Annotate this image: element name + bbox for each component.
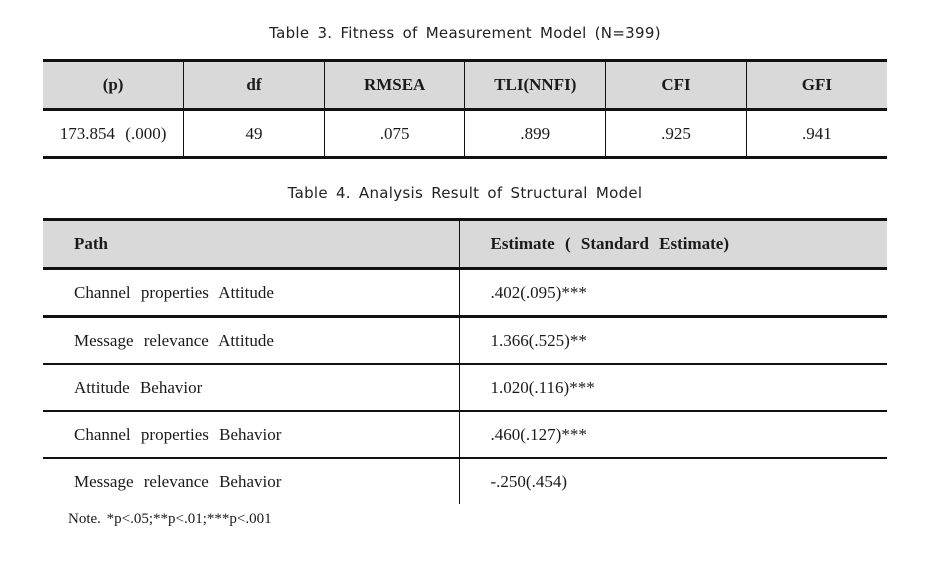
path-cell: Message relevance Behavior bbox=[74, 471, 282, 491]
significance-note: Note. *p<.05;**p<.01;***p<.001 bbox=[68, 511, 272, 527]
table-row: Channel properties Behavior .460(.127)**… bbox=[43, 411, 887, 459]
header-gfi: GFI bbox=[745, 59, 887, 111]
header-path: Path bbox=[43, 218, 459, 270]
table-row: Message relevance Behavior -.250(.454) bbox=[43, 458, 887, 504]
cell-gfi: .941 bbox=[745, 109, 887, 159]
header-estimate: Estimate ( Standard Estimate) bbox=[458, 218, 887, 270]
estimate-cell: .402(.095)*** bbox=[458, 268, 887, 318]
header-rmsea: RMSEA bbox=[323, 59, 465, 111]
header-cfi: CFI bbox=[605, 59, 747, 111]
cell-rmsea: .075 bbox=[323, 109, 465, 159]
table3-header-row: (p) df RMSEA TLI(NNFI) CFI GFI bbox=[43, 59, 887, 111]
table-row: 173.854 (.000) 49 .075 .899 .925 .941 bbox=[43, 109, 887, 159]
table4-header-row: Path Estimate ( Standard Estimate) bbox=[43, 218, 887, 270]
path-cell: Channel properties Attitude bbox=[43, 268, 459, 318]
table-row: Message relevance Attitude 1.366(.525)** bbox=[43, 316, 887, 365]
table-row: Attitude Behavior 1.020(.116)*** bbox=[43, 364, 887, 412]
table4-caption: Table 4. Analysis Result of Structural M… bbox=[287, 184, 643, 202]
table-row: Channel properties Attitude .402(.095)**… bbox=[43, 268, 887, 318]
path-cell: Attitude Behavior bbox=[43, 364, 459, 412]
cell-df: 49 bbox=[183, 109, 325, 159]
estimate-cell: -.250(.454) bbox=[458, 458, 887, 504]
estimate-cell: .460(.127)*** bbox=[458, 411, 887, 459]
cell-p: 173.854 (.000) bbox=[43, 109, 184, 159]
cell-cfi: .925 bbox=[605, 109, 747, 159]
structural-model-table: Path Estimate ( Standard Estimate) Chann… bbox=[43, 218, 887, 504]
header-df: df bbox=[183, 59, 325, 111]
estimate-cell: 1.020(.116)*** bbox=[458, 364, 887, 412]
header-tli: TLI(NNFI) bbox=[464, 59, 606, 111]
path-cell: Channel properties Behavior bbox=[43, 411, 459, 459]
measurement-model-table: (p) df RMSEA TLI(NNFI) CFI GFI 173.854 (… bbox=[43, 59, 887, 159]
header-p: (p) bbox=[43, 59, 184, 111]
cell-tli: .899 bbox=[464, 109, 606, 159]
table3-caption: Table 3. Fitness of Measurement Model (N… bbox=[269, 24, 661, 42]
estimate-cell: 1.366(.525)** bbox=[458, 316, 887, 365]
path-cell: Message relevance Attitude bbox=[43, 316, 459, 365]
